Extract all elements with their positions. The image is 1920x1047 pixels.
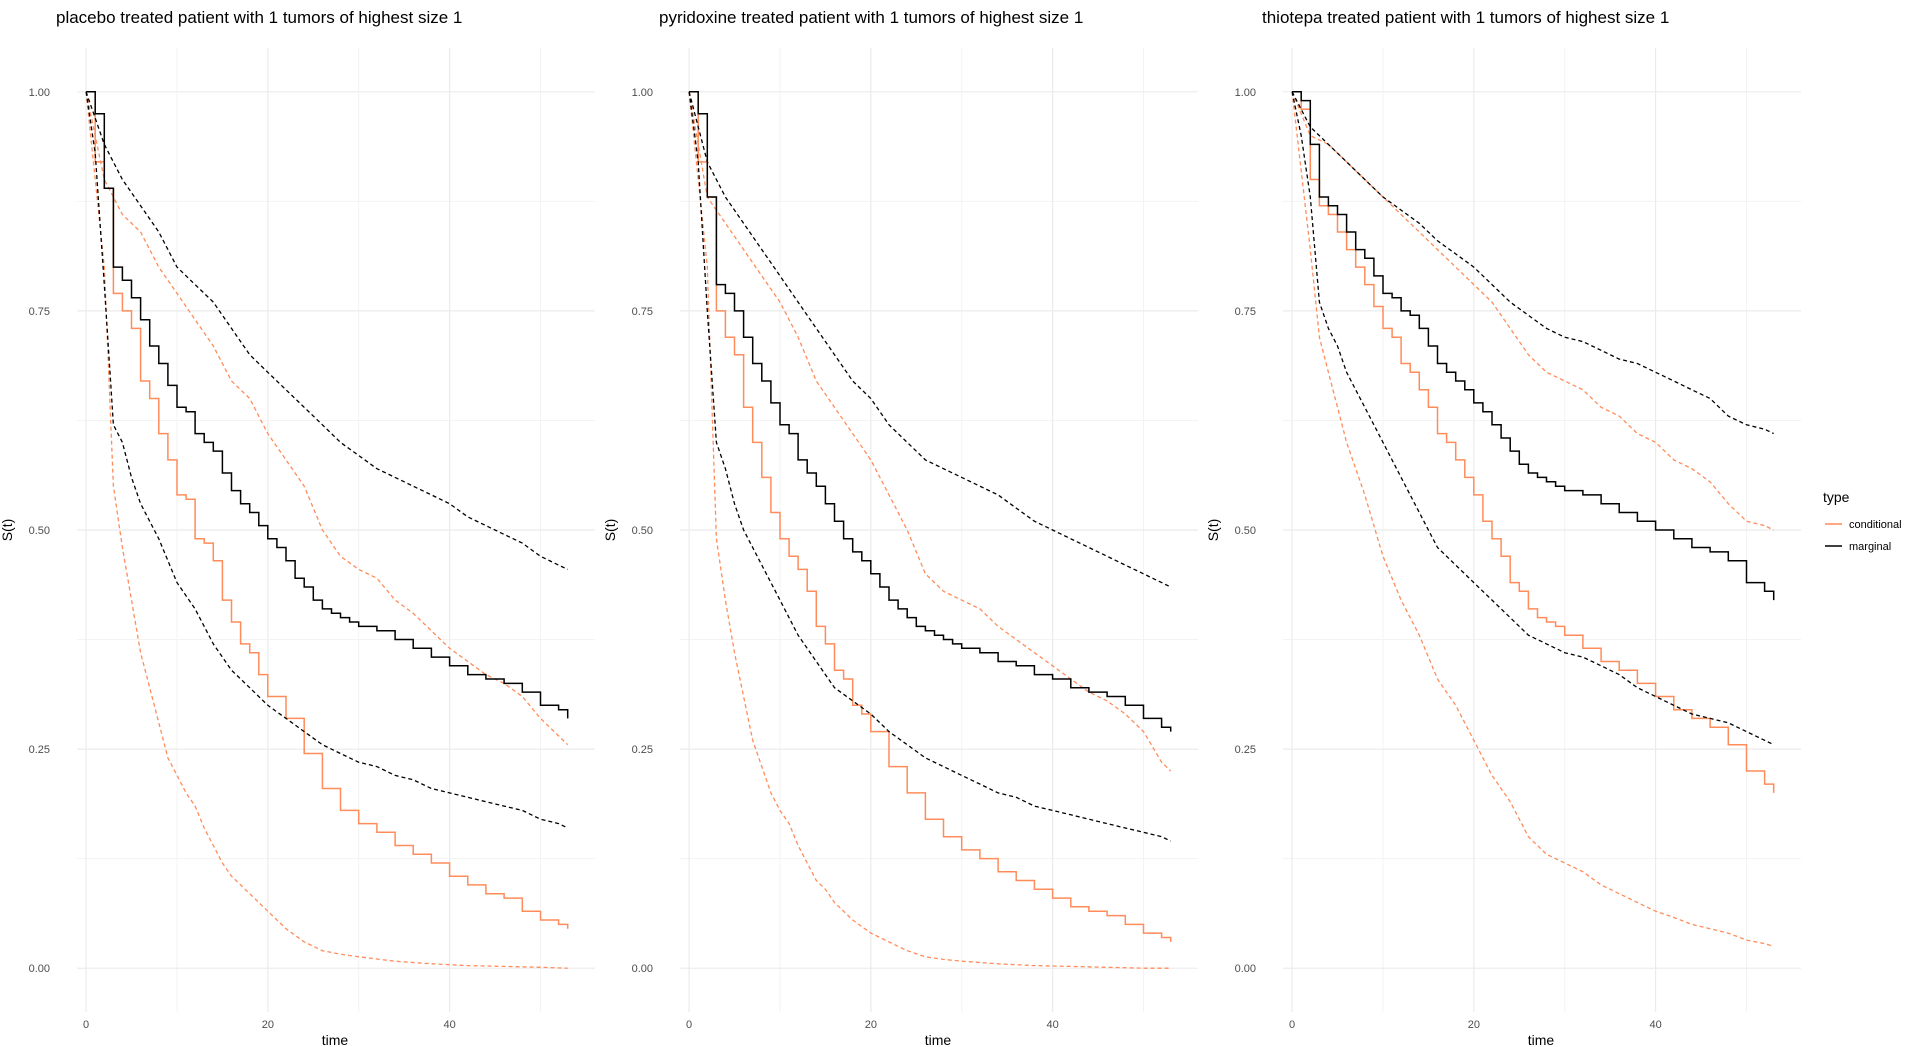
series-marginal-line (1292, 91, 1775, 601)
panel-2: 0 20 40 0.00 0.25 0.50 0.75 1.00 pyridoxine trea… (602, 8, 1198, 1047)
series-conditional-line (1292, 91, 1775, 793)
legend-title: type (1823, 489, 1850, 505)
y-tick-label: 0.25 (632, 744, 653, 756)
series-marginal-lower-line (85, 91, 568, 829)
series-marginal-lower-line (688, 91, 1171, 842)
series-conditional-lower-line (1291, 91, 1774, 947)
y-tick-label: 0.00 (1235, 963, 1256, 975)
x-tick-label: 0 (686, 1019, 692, 1031)
x-tick-label: 0 (83, 1019, 89, 1031)
y-axis-title: S(t) (1205, 519, 1221, 542)
y-axis-title: S(t) (0, 519, 15, 542)
panel-3: 0 20 40 0.00 0.25 0.50 0.75 1.00 thiotepa treate… (1205, 8, 1801, 1047)
legend-label-conditional: conditional (1849, 519, 1902, 531)
series-conditional-upper-line (688, 91, 1172, 772)
series-marginal-line (689, 91, 1172, 732)
x-tick-label: 20 (262, 1019, 274, 1031)
y-tick-label: 0.50 (1235, 525, 1256, 537)
series-conditional-upper-line (1291, 91, 1774, 531)
y-tick-label: 0.50 (632, 525, 653, 537)
x-axis-title: time (925, 1032, 952, 1047)
x-axis-title: time (1528, 1032, 1555, 1047)
panel-1: 0 20 40 0.00 0.25 0.50 0.75 1.00 placebo treated… (0, 8, 595, 1047)
series-conditional-line (86, 91, 569, 929)
legend-label-marginal: marginal (1849, 541, 1891, 553)
x-tick-label: 40 (443, 1019, 455, 1031)
x-axis-title: time (322, 1032, 349, 1047)
y-tick-label: 0.50 (29, 525, 50, 537)
series-conditional-lower-line (688, 91, 1171, 969)
y-tick-label: 0.75 (1235, 306, 1256, 318)
x-tick-label: 20 (865, 1019, 877, 1031)
series-conditional-line (689, 91, 1172, 942)
x-tick-label: 40 (1046, 1019, 1058, 1031)
y-tick-label: 0.25 (1235, 744, 1256, 756)
panel-title: thiotepa treated patient with 1 tumors o… (1262, 8, 1669, 27)
series-marginal-upper-line (85, 91, 568, 570)
x-tick-label: 40 (1649, 1019, 1661, 1031)
series-marginal-line (86, 91, 569, 719)
panel-title: placebo treated patient with 1 tumors of… (56, 8, 462, 27)
y-tick-label: 1.00 (29, 87, 50, 99)
y-tick-label: 1.00 (1235, 87, 1256, 99)
x-tick-label: 20 (1468, 1019, 1480, 1031)
y-axis-title: S(t) (602, 519, 618, 542)
y-tick-label: 0.75 (632, 306, 653, 318)
y-tick-label: 0.00 (632, 963, 653, 975)
y-tick-label: 1.00 (632, 87, 653, 99)
y-tick-label: 0.25 (29, 744, 50, 756)
y-tick-label: 0.75 (29, 306, 50, 318)
series-marginal-lower-line (1291, 91, 1774, 746)
series-marginal-upper-line (1291, 91, 1774, 435)
series-conditional-lower-line (85, 91, 568, 969)
legend: type conditional marginal (1823, 489, 1902, 553)
panel-title: pyridoxine treated patient with 1 tumors… (659, 8, 1083, 27)
x-tick-label: 0 (1289, 1019, 1295, 1031)
series-marginal-upper-line (688, 91, 1171, 588)
y-tick-label: 0.00 (29, 963, 50, 975)
